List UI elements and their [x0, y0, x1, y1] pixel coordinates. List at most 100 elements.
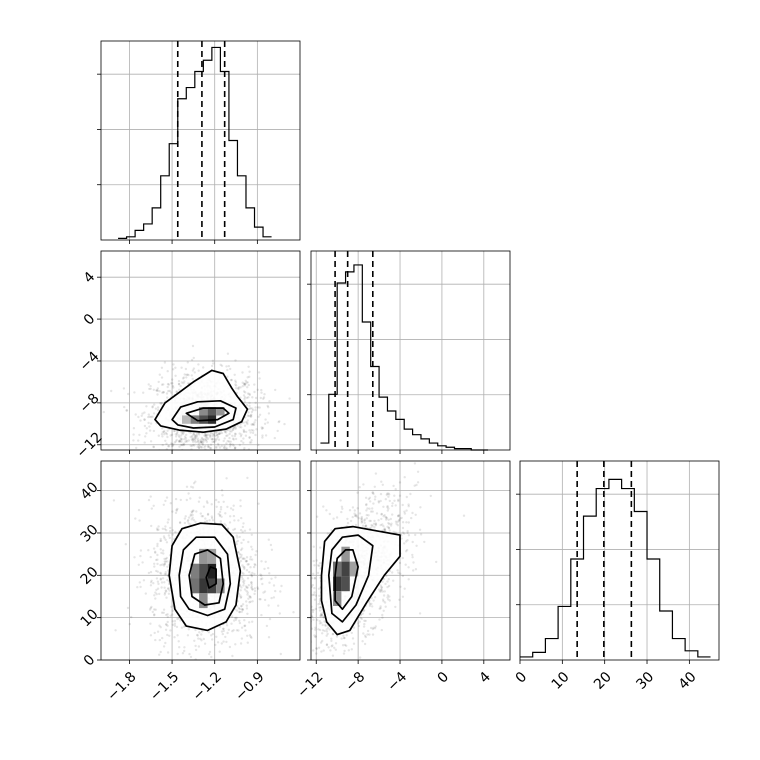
scatter-point: [130, 615, 133, 619]
scatter-point: [180, 626, 184, 629]
scatter-point: [205, 438, 208, 441]
scatter-point: [153, 631, 156, 635]
scatter-point: [156, 393, 159, 396]
scatter-point: [176, 617, 179, 621]
scatter-point: [211, 440, 214, 444]
scatter-point: [240, 426, 243, 429]
scatter-point: [138, 519, 141, 522]
scatter-point: [227, 440, 231, 443]
scatter-point: [200, 633, 203, 636]
scatter-point: [187, 518, 190, 522]
scatter-point: [243, 624, 247, 627]
scatter-point: [379, 523, 382, 527]
scatter-point: [354, 514, 357, 518]
scatter-point: [174, 433, 177, 436]
scatter-point: [330, 637, 333, 640]
scatter-point: [311, 577, 313, 580]
scatter-point: [244, 421, 248, 424]
scatter-point: [203, 642, 207, 645]
scatter-point: [173, 429, 176, 433]
contour-level-1: [327, 534, 374, 623]
scatter-point: [253, 421, 256, 424]
scatter-point: [147, 383, 150, 386]
scatter-point: [321, 632, 324, 635]
scatter-point: [394, 531, 397, 534]
scatter-point: [229, 443, 232, 446]
scatter-point: [209, 447, 213, 450]
scatter-point: [171, 613, 174, 616]
scatter-point: [234, 616, 237, 620]
scatter-point: [353, 514, 357, 517]
scatter-point: [201, 437, 204, 441]
scatter-point: [240, 604, 243, 608]
scatter-point: [242, 441, 245, 444]
scatter-point: [387, 507, 390, 510]
scatter-point: [230, 453, 232, 455]
scatter-point: [187, 628, 190, 631]
scatter-point: [331, 644, 334, 647]
scatter-point: [335, 516, 339, 519]
scatter-point: [171, 510, 174, 513]
scatter-point: [224, 512, 227, 515]
scatter-point: [379, 605, 382, 608]
scatter-point: [189, 514, 192, 517]
scatter-point: [380, 586, 383, 589]
scatter-point: [384, 605, 387, 608]
scatter-point: [166, 633, 169, 637]
scatter-point: [412, 569, 415, 572]
scatter-point: [330, 639, 333, 643]
scatter-point: [253, 390, 256, 394]
density-cell: [341, 576, 350, 592]
scatter-point: [379, 590, 382, 593]
scatter-point: [240, 595, 243, 599]
scatter-point: [156, 570, 159, 573]
scatter-point: [263, 567, 266, 571]
scatter-point: [199, 475, 201, 477]
scatter-point: [191, 513, 194, 517]
scatter-point: [243, 529, 247, 532]
x-tick-label: −4: [384, 669, 410, 695]
scatter-point: [248, 370, 251, 373]
scatter-point: [210, 517, 214, 520]
scatter-point: [403, 512, 407, 515]
scatter-point: [248, 441, 252, 444]
scatter-point: [234, 432, 237, 435]
scatter-point: [194, 441, 197, 444]
scatter-point: [237, 606, 241, 610]
scatter-point: [164, 641, 167, 645]
histogram-steps: [520, 478, 711, 658]
scatter-point: [156, 558, 159, 561]
scatter-point: [233, 467, 235, 469]
scatter-point: [157, 528, 160, 531]
scatter-point: [213, 438, 217, 441]
scatter-point: [125, 409, 129, 412]
scatter-point: [251, 588, 254, 591]
scatter-point: [210, 437, 213, 441]
scatter-point: [221, 684, 223, 686]
scatter-point: [226, 439, 229, 443]
scatter-point: [166, 624, 169, 627]
scatter-point: [226, 434, 229, 437]
scatter-point: [194, 520, 197, 523]
scatter-point: [321, 615, 325, 618]
scatter-point: [193, 639, 196, 642]
scatter-point: [165, 556, 168, 560]
scatter-point: [364, 496, 368, 499]
scatter-point: [182, 432, 185, 436]
scatter-point: [178, 646, 181, 649]
scatter-point: [248, 595, 251, 598]
scatter-point: [160, 402, 163, 405]
scatter-point: [258, 413, 262, 416]
scatter-point: [269, 543, 273, 547]
scatter-point: [382, 525, 385, 528]
scatter-point: [152, 504, 155, 507]
scatter-point: [205, 433, 208, 437]
scatter-point: [190, 518, 193, 521]
x-tick-label: 40: [676, 669, 700, 693]
scatter-point: [218, 446, 222, 449]
scatter-point: [274, 589, 277, 593]
scatter-point: [182, 381, 185, 385]
scatter-point: [306, 621, 308, 623]
scatter-point: [139, 549, 143, 552]
scatter-point: [165, 529, 168, 532]
